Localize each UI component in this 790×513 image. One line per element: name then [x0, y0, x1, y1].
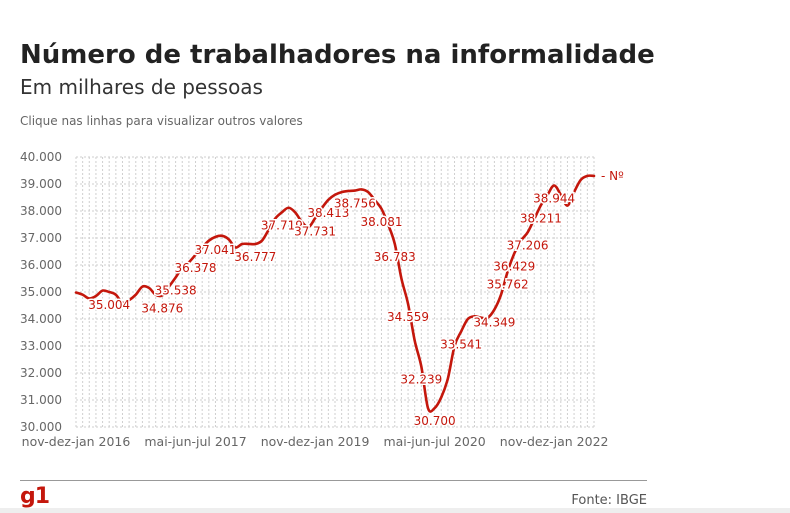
data-label-halo: 36.378 [175, 261, 217, 275]
data-label-halo: 37.206 [507, 238, 549, 252]
x-axis: nov-dez-jan 2016 mai-jun-jul 2017 nov-dez-… [22, 434, 609, 449]
data-label: 37.041 [194, 243, 236, 257]
data-label: 34.349 [473, 316, 515, 330]
data-label-halo: 34.349 [473, 316, 515, 330]
data-label-halo: 38.944 [533, 192, 575, 206]
data-label: 36.783 [374, 250, 416, 264]
y-tick-label: 37.000 [20, 231, 62, 245]
data-label-halo: 34.559 [387, 310, 429, 324]
y-tick-label: 40.000 [20, 150, 62, 164]
data-label: 36.777 [234, 250, 276, 264]
footer-divider [20, 480, 647, 481]
data-label: 37.731 [294, 224, 336, 238]
data-label-halo: 37.731 [294, 224, 336, 238]
data-label: 37.719 [261, 218, 303, 232]
series-line-group[interactable] [74, 174, 596, 413]
data-label: 35.004 [88, 298, 130, 312]
x-tick-label: mai-jun-jul 2017 [144, 434, 246, 449]
y-tick-label: 34.000 [20, 312, 62, 326]
x-tick-label: mai-jun-jul 2020 [383, 434, 485, 449]
data-label: 34.876 [141, 301, 183, 315]
bottom-band [0, 508, 790, 513]
data-label-halo: 38.756 [334, 197, 376, 211]
x-tick-label: nov-dez-jan 2022 [500, 434, 609, 449]
chart-subtitle: Em milhares de pessoas [20, 75, 263, 99]
source-note: Fonte: IBGE [571, 493, 647, 508]
data-label: 38.081 [360, 215, 402, 229]
data-label: 35.762 [487, 277, 529, 291]
y-tick-label: 39.000 [20, 177, 62, 191]
data-label-halo: 36.429 [493, 259, 535, 273]
data-label: 33.541 [440, 337, 482, 351]
data-label-halo: 37.041 [194, 243, 236, 257]
data-label-halo: 35.004 [88, 298, 130, 312]
data-label-halo: 34.876 [141, 301, 183, 315]
data-label: 38.211 [520, 211, 562, 225]
end-label: - Nº [601, 169, 624, 183]
x-tick-label: nov-dez-jan 2016 [22, 434, 131, 449]
data-label: 35.538 [155, 283, 197, 297]
data-label: 30.700 [414, 414, 456, 428]
y-tick-label: 30.000 [20, 420, 62, 434]
y-axis: 30.000 31.000 32.000 33.000 34.000 35.000 36.0… [20, 150, 62, 434]
data-label-halo: 32.239 [400, 373, 442, 387]
data-label: 38.944 [533, 192, 575, 206]
y-tick-label: 32.000 [20, 366, 62, 380]
data-label-halo: 36.783 [374, 250, 416, 264]
data-label-halo: 35.538 [155, 283, 197, 297]
data-label-halo: 30.700 [414, 414, 456, 428]
interaction-hint: Clique nas linhas para visualizar outros… [20, 114, 303, 128]
series-line[interactable] [74, 174, 596, 413]
data-label-halo: 38.081 [360, 215, 402, 229]
y-tick-label: 35.000 [20, 285, 62, 299]
data-label-halo: 38.211 [520, 211, 562, 225]
chart-title: Número de trabalhadores na informalidade [20, 40, 655, 70]
data-label-halo: 36.777 [234, 250, 276, 264]
y-tick-label: 36.000 [20, 258, 62, 272]
data-label-halo: 35.762 [487, 277, 529, 291]
x-tick-label: nov-dez-jan 2019 [261, 434, 370, 449]
data-label: 37.206 [507, 238, 549, 252]
data-label: 36.429 [493, 259, 535, 273]
y-tick-label: 33.000 [20, 339, 62, 353]
data-label: 38.756 [334, 197, 376, 211]
data-label: 36.378 [175, 261, 217, 275]
data-label-halo: 37.719 [261, 218, 303, 232]
data-label: 34.559 [387, 310, 429, 324]
data-label-halo: 38.413 [307, 206, 349, 220]
data-label-halo: 33.541 [440, 337, 482, 351]
y-tick-label: 31.000 [20, 393, 62, 407]
y-tick-label: 38.000 [20, 204, 62, 218]
data-label: 32.239 [400, 373, 442, 387]
data-label: 38.413 [307, 206, 349, 220]
g1-logo: g1 [20, 484, 50, 509]
